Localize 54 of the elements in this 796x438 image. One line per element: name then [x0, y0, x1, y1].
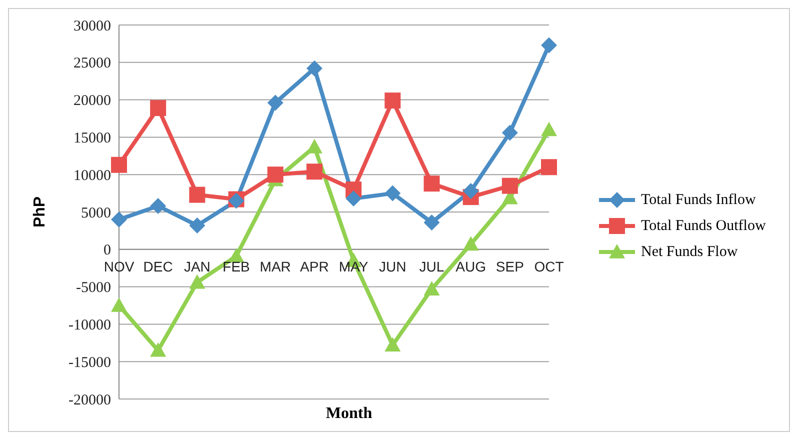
- point: [462, 183, 479, 200]
- x-tick-label: AUG: [456, 258, 486, 274]
- point: [346, 190, 362, 207]
- y-tick-label: -15000: [68, 354, 111, 371]
- legend-label: Net Funds Flow: [641, 244, 738, 260]
- x-tick-label: FEB: [222, 258, 250, 274]
- x-tick-label: SEP: [496, 258, 524, 274]
- y-tick-label: -5000: [76, 280, 111, 296]
- point: [306, 164, 322, 180]
- point: [424, 281, 440, 296]
- y-tick-label: 30000: [74, 18, 111, 34]
- legend-label: Total Funds Inflow: [641, 192, 756, 208]
- y-tick-label: 25000: [74, 56, 111, 72]
- y-tick-label: 5000: [81, 205, 111, 222]
- point: [306, 60, 322, 76]
- y-tick-label: 0: [104, 242, 111, 259]
- point: [111, 156, 127, 173]
- point: [424, 176, 440, 192]
- x-tick-label: APR: [300, 258, 329, 274]
- y-tick-label: -20000: [68, 392, 111, 408]
- y-tick-label: 15000: [74, 130, 111, 147]
- legend-label: Total Funds Outflow: [641, 218, 766, 234]
- point: [150, 342, 166, 357]
- point: [267, 166, 284, 183]
- point: [384, 337, 401, 352]
- point: [541, 122, 557, 136]
- y-tick-label: 10000: [74, 168, 111, 184]
- x-tick-label: JUL: [419, 258, 444, 274]
- point: [111, 211, 127, 228]
- y-axis-title: PhP: [32, 196, 49, 228]
- point: [267, 94, 284, 111]
- point: [189, 217, 206, 234]
- point: [150, 100, 166, 116]
- x-axis-title: Month: [326, 405, 372, 422]
- y-tick-label: -10000: [68, 318, 111, 334]
- x-tick-label: MAR: [260, 258, 291, 274]
- point: [384, 185, 401, 202]
- y-tick-label: 20000: [74, 93, 111, 110]
- point: [424, 214, 440, 230]
- point: [541, 159, 557, 176]
- x-tick-label: OCT: [534, 258, 564, 274]
- point: [502, 124, 518, 141]
- point: [111, 298, 127, 312]
- point: [541, 37, 557, 54]
- x-tick-label: NOV: [104, 258, 135, 274]
- x-tick-label: JUN: [379, 258, 406, 274]
- x-tick-label: DEC: [143, 258, 173, 274]
- x-tick-label: JAN: [184, 258, 210, 274]
- point: [384, 92, 401, 109]
- point: [189, 186, 206, 203]
- point: [462, 236, 479, 251]
- point: [502, 178, 518, 194]
- point: [150, 198, 166, 214]
- point: [189, 274, 206, 289]
